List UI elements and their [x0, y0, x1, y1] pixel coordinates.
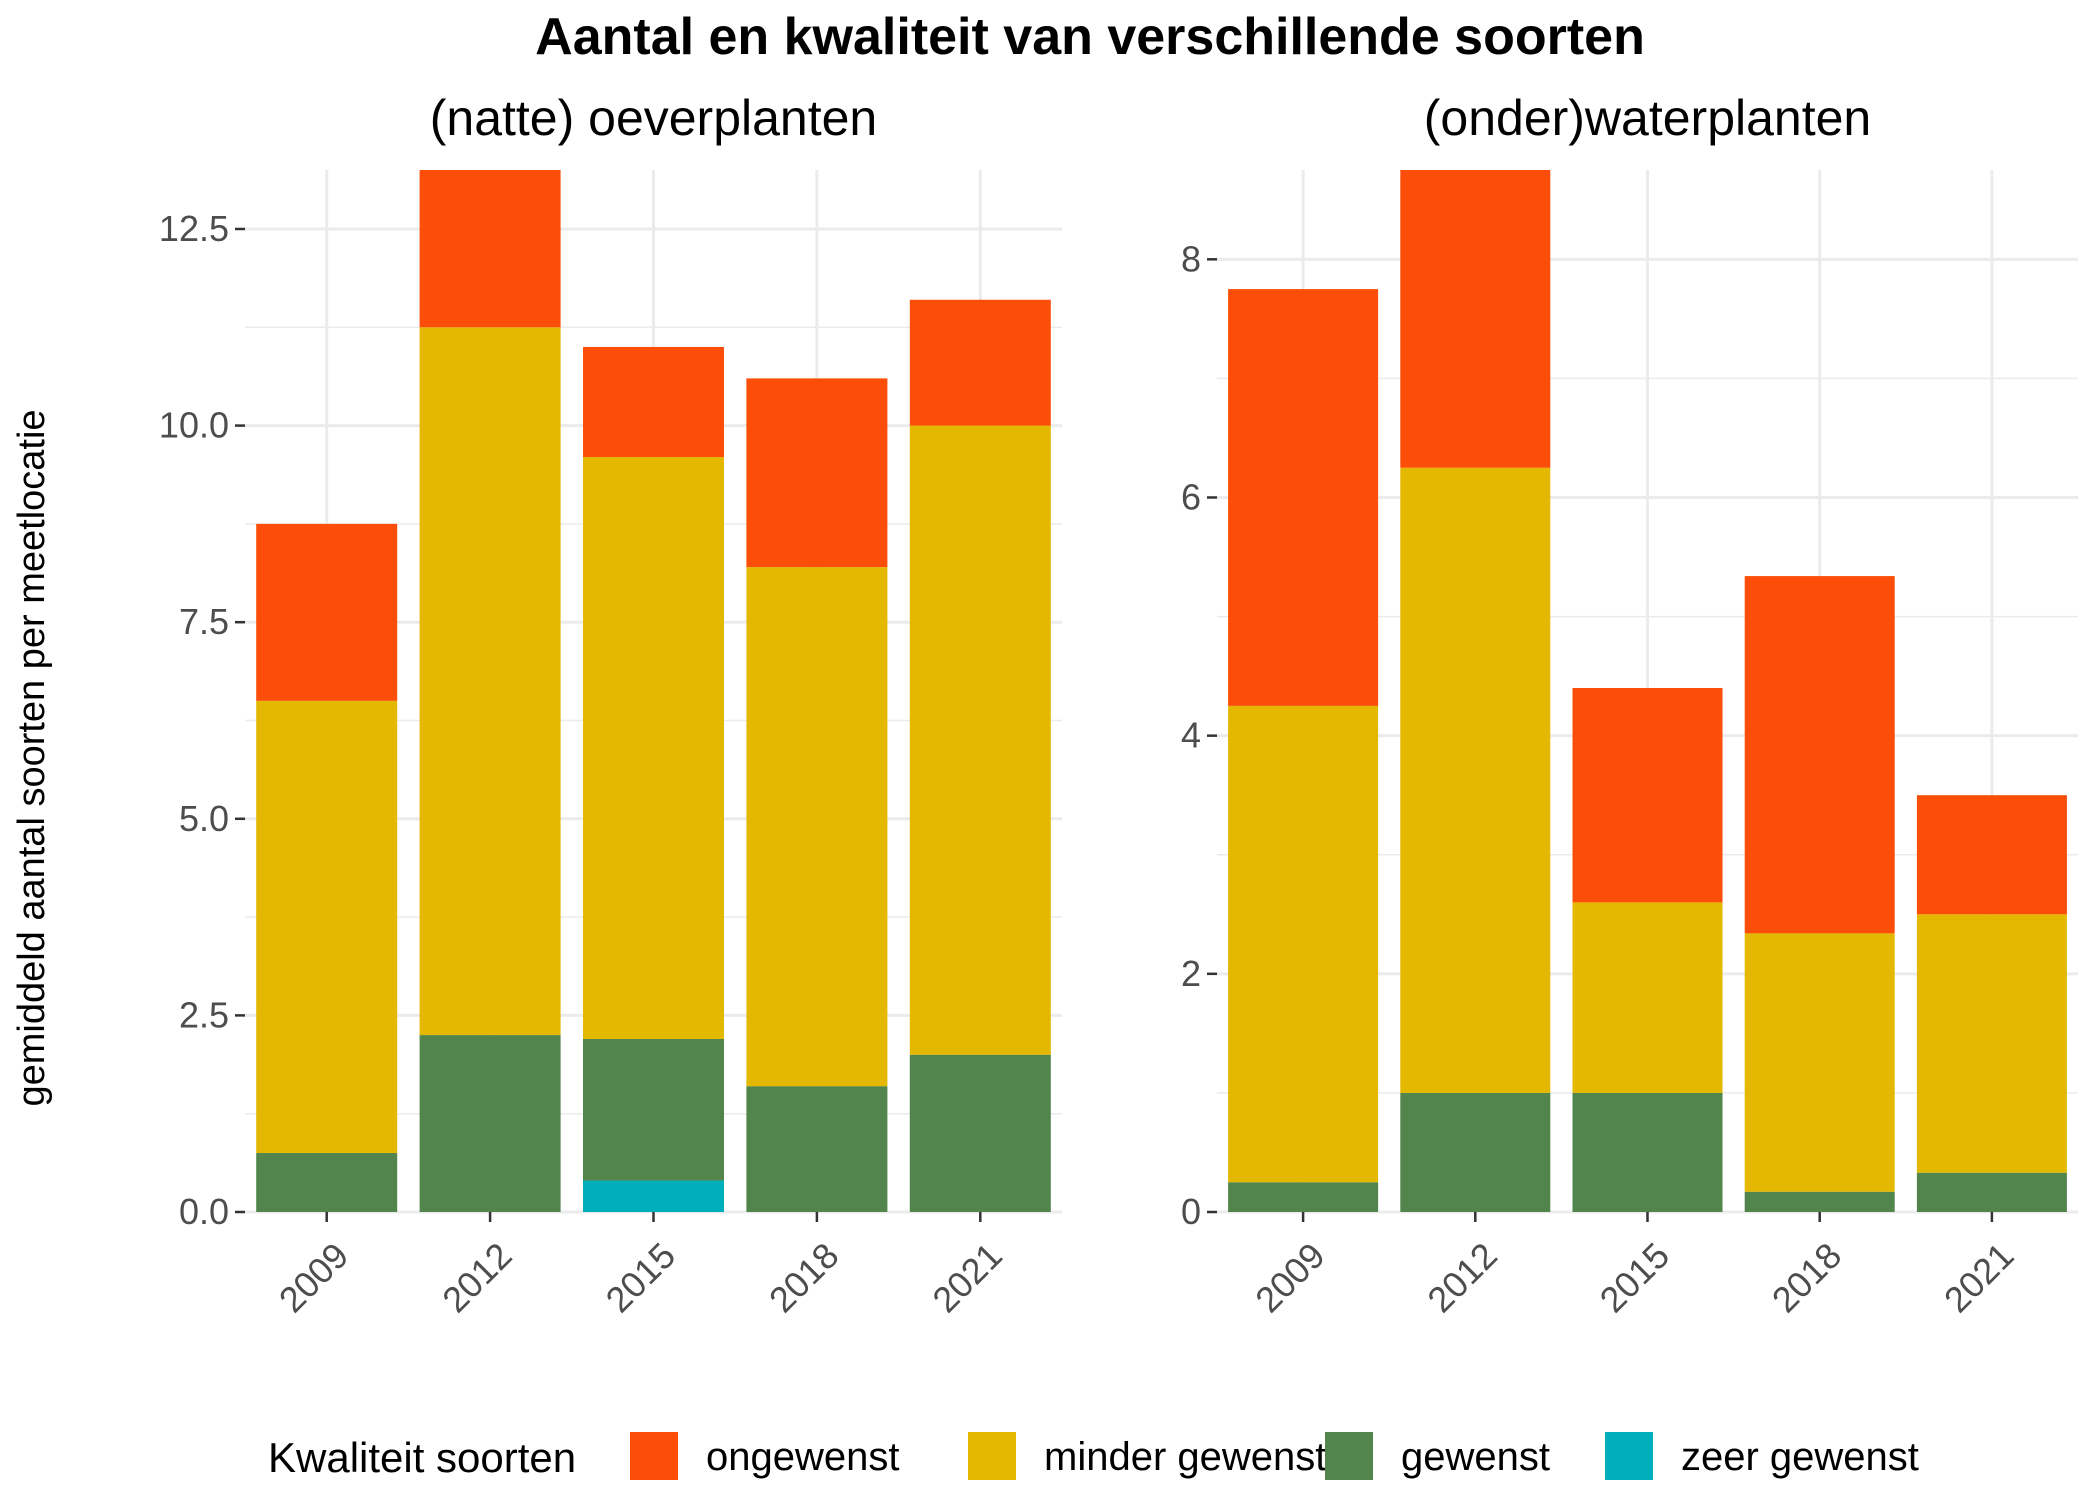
bar-segment-minder-gewenst [1400, 467, 1551, 1093]
bar-segment-ongewenst [909, 299, 1051, 426]
panel-1: (natte) oeverplanten 0.0 2.5 5.0 7.5 10.0 12.5… [159, 90, 1062, 1320]
y-tick-label: 7.5 [179, 601, 229, 642]
y-tick-label: 2 [1181, 953, 1201, 994]
bar-segment-gewenst [746, 1086, 888, 1212]
bar-segment-minder-gewenst [1572, 902, 1723, 1093]
bar-segment-ongewenst [1400, 170, 1551, 468]
legend: Kwaliteit soorten ongewenst minder gewens… [268, 1432, 1919, 1481]
legend-title: Kwaliteit soorten [268, 1434, 576, 1481]
y-tick-label: 6 [1181, 476, 1201, 517]
bars [1228, 170, 2067, 1212]
bar-segment-gewenst [1916, 1172, 2067, 1212]
x-tick-label: 2012 [1419, 1235, 1505, 1321]
y-tick-label: 12.5 [159, 208, 229, 249]
bar-segment-minder-gewenst [256, 700, 398, 1154]
bar-segment-minder-gewenst [1744, 933, 1895, 1192]
chart-panels: (natte) oeverplanten 0.0 2.5 5.0 7.5 10.0 12.5… [159, 90, 2078, 1320]
chart-title: Aantal en kwaliteit van verschillende so… [535, 8, 1645, 66]
bar-segment-gewenst [1744, 1191, 1895, 1212]
panel-2: (onder)waterplanten 0 2 4 6 8 2009 2012 2015 2018… [1181, 90, 2078, 1320]
y-axis-label: gemiddeld aantal soorten per meetlocatie [11, 409, 53, 1106]
bar-segment-minder-gewenst [1916, 914, 2067, 1173]
bar-segment-minder-gewenst [746, 567, 888, 1087]
x-tick-label: 2015 [598, 1235, 684, 1321]
legend-key-ongewenst [630, 1432, 678, 1480]
bar-segment-ongewenst [419, 170, 561, 328]
x-tick-label: 2018 [761, 1235, 847, 1321]
x-tick-label: 2009 [1247, 1235, 1333, 1321]
bar-segment-gewenst [583, 1038, 724, 1181]
bar-segment-minder-gewenst [583, 457, 724, 1039]
bar-segment-gewenst [1400, 1092, 1551, 1212]
bar-segment-minder-gewenst [909, 425, 1051, 1055]
y-tick-label: 4 [1181, 715, 1201, 756]
x-tick-label: 2018 [1764, 1235, 1850, 1321]
bar-segment-ongewenst [1744, 576, 1895, 934]
y-tick-label: 2.5 [179, 994, 229, 1035]
legend-key-minder-gewenst [968, 1432, 1016, 1480]
bar-segment-ongewenst [1228, 289, 1379, 706]
x-tick-label: 2012 [434, 1235, 520, 1321]
bar-segment-gewenst [1228, 1182, 1379, 1212]
x-tick-label: 2021 [924, 1235, 1010, 1321]
panel-subtitle: (onder)waterplanten [1424, 90, 1872, 146]
legend-label: gewenst [1401, 1435, 1550, 1479]
legend-label: ongewenst [706, 1435, 899, 1479]
legend-label: zeer gewenst [1681, 1435, 1919, 1479]
bar-segment-ongewenst [256, 523, 398, 701]
bar-segment-minder-gewenst [1228, 705, 1379, 1183]
y-tick-label: 0 [1181, 1191, 1201, 1232]
bar-segment-zeer-gewenst [583, 1180, 724, 1212]
bars [256, 170, 1051, 1212]
legend-key-zeer-gewenst [1605, 1432, 1653, 1480]
y-tick-label: 8 [1181, 238, 1201, 279]
legend-label: minder gewenst [1044, 1435, 1326, 1479]
legend-items: ongewenst minder gewenst gewenst zeer gewen… [630, 1432, 1919, 1480]
panel-subtitle: (natte) oeverplanten [430, 90, 878, 146]
bar-segment-gewenst [256, 1153, 398, 1212]
x-tick-label: 2009 [271, 1235, 357, 1321]
bar-segment-ongewenst [746, 378, 888, 568]
bar-segment-gewenst [909, 1054, 1051, 1212]
y-tick-label: 10.0 [159, 405, 229, 446]
bar-segment-ongewenst [1916, 795, 2067, 915]
bar-segment-ongewenst [583, 346, 724, 458]
bar-segment-gewenst [419, 1035, 561, 1212]
y-tick-label: 0.0 [179, 1191, 229, 1232]
bar-segment-gewenst [1572, 1092, 1723, 1212]
y-tick-label: 5.0 [179, 798, 229, 839]
x-tick-label: 2015 [1592, 1235, 1678, 1321]
bar-segment-minder-gewenst [419, 327, 561, 1036]
bar-segment-ongewenst [1572, 688, 1723, 903]
x-tick-label: 2021 [1936, 1235, 2022, 1321]
legend-key-gewenst [1325, 1432, 1373, 1480]
